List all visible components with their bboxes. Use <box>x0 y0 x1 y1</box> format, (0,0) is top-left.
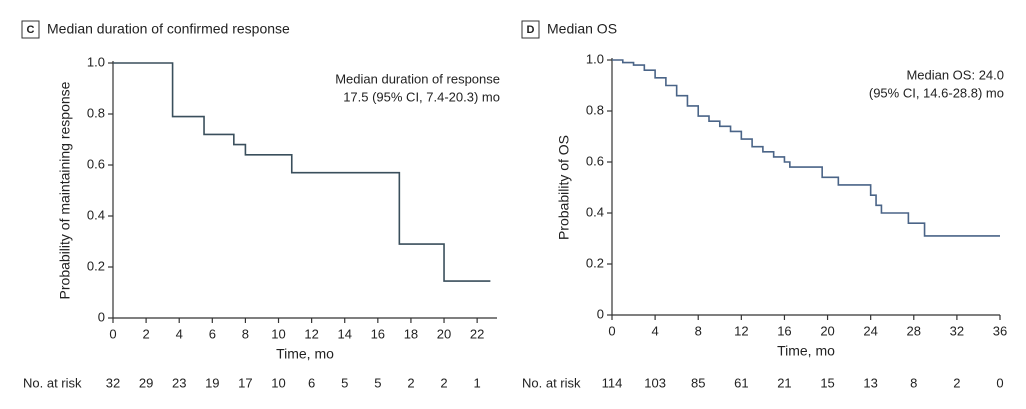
x-tick-label: 6 <box>209 326 216 341</box>
y-tick-label: 0.6 <box>87 156 105 171</box>
x-tick-label: 16 <box>371 326 385 341</box>
x-tick-label: 0 <box>109 326 116 341</box>
at-risk-label: No. at risk <box>522 375 581 390</box>
y-tick-label: 0 <box>597 306 604 321</box>
y-tick-label: 0.2 <box>87 258 105 273</box>
at-risk-count: 10 <box>271 375 285 390</box>
x-tick-label: 4 <box>176 326 183 341</box>
x-tick-label: 20 <box>820 323 834 338</box>
at-risk-count: 15 <box>820 375 834 390</box>
at-risk-count: 5 <box>374 375 381 390</box>
y-axis-label: Probability of maintaining response <box>57 81 73 299</box>
y-tick-label: 0.8 <box>87 105 105 120</box>
at-risk-count: 29 <box>139 375 153 390</box>
at-risk-count: 1 <box>474 375 481 390</box>
panel-box <box>521 20 540 39</box>
y-tick-label: 0.4 <box>586 204 604 219</box>
at-risk-count: 114 <box>602 375 623 390</box>
at-risk-count: 8 <box>910 375 917 390</box>
x-tick-label: 18 <box>404 326 418 341</box>
annotation: (95% CI, 14.6-28.8) mo <box>869 85 1004 100</box>
at-risk-count: 0 <box>996 375 1003 390</box>
at-risk-count: 13 <box>863 375 877 390</box>
chart-title: Median duration of confirmed response <box>47 21 290 37</box>
at-risk-count: 6 <box>308 375 315 390</box>
at-risk-count: 5 <box>341 375 348 390</box>
survival-curve <box>612 59 1000 237</box>
chart-title: Median OS <box>547 21 617 37</box>
x-tick-label: 28 <box>907 323 921 338</box>
y-axis-label: Probability of OS <box>556 135 572 240</box>
x-axis-label: Time, mo <box>276 346 334 362</box>
x-tick-label: 32 <box>950 323 964 338</box>
x-tick-label: 22 <box>470 326 484 341</box>
x-tick-label: 8 <box>242 326 249 341</box>
x-tick-label: 24 <box>863 323 877 338</box>
x-tick-label: 20 <box>437 326 451 341</box>
at-risk-count: 2 <box>953 375 960 390</box>
x-axis-label: Time, mo <box>777 343 835 359</box>
x-tick-label: 8 <box>695 323 702 338</box>
y-tick-label: 0.4 <box>87 207 105 222</box>
x-tick-label: 14 <box>337 326 351 341</box>
at-risk-count: 32 <box>106 375 120 390</box>
at-risk-count: 2 <box>440 375 447 390</box>
y-tick-label: 0.8 <box>586 102 604 117</box>
at-risk-count: 21 <box>777 375 791 390</box>
at-risk-count: 103 <box>644 375 666 390</box>
x-tick-label: 12 <box>734 323 748 338</box>
at-risk-count: 19 <box>205 375 219 390</box>
x-tick-label: 16 <box>777 323 791 338</box>
y-tick-label: 1.0 <box>586 51 604 66</box>
panel-box <box>21 20 40 39</box>
survival-curve <box>113 62 491 282</box>
x-tick-label: 12 <box>304 326 318 341</box>
y-tick-label: 1.0 <box>87 54 105 69</box>
x-tick-label: 10 <box>271 326 285 341</box>
x-tick-label: 4 <box>651 323 658 338</box>
annotation: Median duration of response <box>335 71 500 86</box>
at-risk-count: 61 <box>734 375 748 390</box>
panel-label: C <box>27 24 35 36</box>
at-risk-label: No. at risk <box>23 375 82 390</box>
x-tick-label: 36 <box>993 323 1007 338</box>
y-tick-label: 0.6 <box>586 153 604 168</box>
y-tick-label: 0.2 <box>586 255 604 270</box>
at-risk-count: 17 <box>238 375 252 390</box>
at-risk-count: 2 <box>407 375 414 390</box>
at-risk-count: 85 <box>691 375 705 390</box>
x-tick-label: 2 <box>142 326 149 341</box>
at-risk-count: 23 <box>172 375 186 390</box>
annotation: Median OS: 24.0 <box>906 67 1004 82</box>
panel-label: D <box>527 24 535 36</box>
x-tick-label: 0 <box>608 323 615 338</box>
y-tick-label: 0 <box>98 309 105 324</box>
annotation: 17.5 (95% CI, 7.4-20.3) mo <box>343 89 500 104</box>
